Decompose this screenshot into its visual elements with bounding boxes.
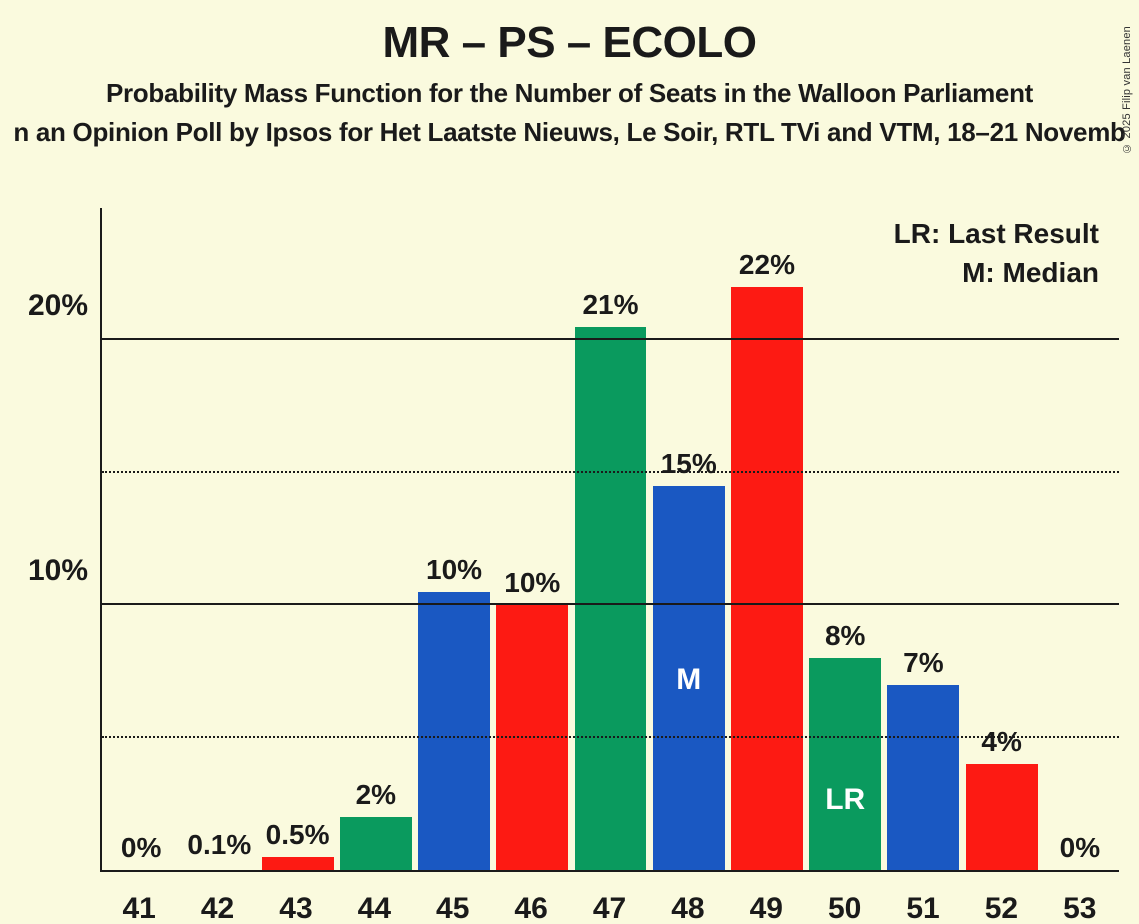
x-tick-label: 45: [436, 892, 469, 924]
bar-value-label: 15%: [661, 448, 717, 480]
y-tick-label: 20%: [28, 289, 102, 323]
x-tick-label: 47: [593, 892, 626, 924]
bar-value-label: 0.5%: [266, 819, 330, 851]
bar: 15%M: [653, 486, 725, 870]
bar-value-label: 10%: [504, 567, 560, 599]
x-tick-label: 46: [514, 892, 547, 924]
gridline-solid: [102, 603, 1119, 605]
bar-inner-label: M: [676, 663, 701, 697]
bar: 21%: [575, 327, 647, 870]
x-tick-label: 52: [985, 892, 1018, 924]
gridline-solid: [102, 338, 1119, 340]
bar: 8%LR: [809, 658, 881, 870]
bar-value-label: 21%: [582, 289, 638, 321]
bar-value-label: 0%: [121, 832, 161, 864]
gridline-dotted: [102, 471, 1119, 473]
copyright-text: © 2025 Filip van Laenen: [1121, 26, 1133, 154]
plot-area: LR: Last Result M: Median 0%0.1%0.5%2%10…: [100, 208, 1119, 872]
x-tick-label: 51: [906, 892, 939, 924]
x-tick-label: 48: [671, 892, 704, 924]
x-axis-labels: 41 42 43 44 45 46 47 48 49 50 51 52 53: [100, 882, 1119, 924]
bar: 7%: [887, 685, 959, 870]
x-tick-label: 50: [828, 892, 861, 924]
bar: 22%: [731, 287, 803, 870]
bar-value-label: 7%: [903, 647, 943, 679]
chart-title: MR – PS – ECOLO: [0, 18, 1139, 68]
bar-value-label: 8%: [825, 620, 865, 652]
bar: 10%: [418, 592, 490, 870]
chart-container: LR: Last Result M: Median 0%0.1%0.5%2%10…: [0, 208, 1139, 924]
gridline-dotted: [102, 736, 1119, 738]
bar-value-label: 10%: [426, 554, 482, 586]
bar-value-label: 2%: [356, 779, 396, 811]
bar-value-label: 0%: [1060, 832, 1100, 864]
bar-value-label: 22%: [739, 249, 795, 281]
bar: 0.5%: [262, 857, 334, 870]
chart-subtitle: Probability Mass Function for the Number…: [0, 78, 1139, 109]
x-tick-label: 44: [358, 892, 391, 924]
bar: 2%: [340, 817, 412, 870]
bar: 4%: [966, 764, 1038, 870]
bar-inner-label: LR: [825, 783, 865, 817]
bars-layer: 0%0.1%0.5%2%10%10%21%15%M22%8%LR7%4%0%: [102, 208, 1119, 870]
x-tick-label: 53: [1063, 892, 1096, 924]
x-tick-label: 49: [750, 892, 783, 924]
chart-subtitle-2: n an Opinion Poll by Ipsos for Het Laats…: [0, 117, 1139, 148]
x-tick-label: 42: [201, 892, 234, 924]
x-tick-label: 41: [123, 892, 156, 924]
y-tick-label: 10%: [28, 554, 102, 588]
bar-value-label: 4%: [981, 726, 1021, 758]
x-tick-label: 43: [279, 892, 312, 924]
bar: 0.1%: [183, 867, 255, 870]
bar-value-label: 0.1%: [187, 829, 251, 861]
